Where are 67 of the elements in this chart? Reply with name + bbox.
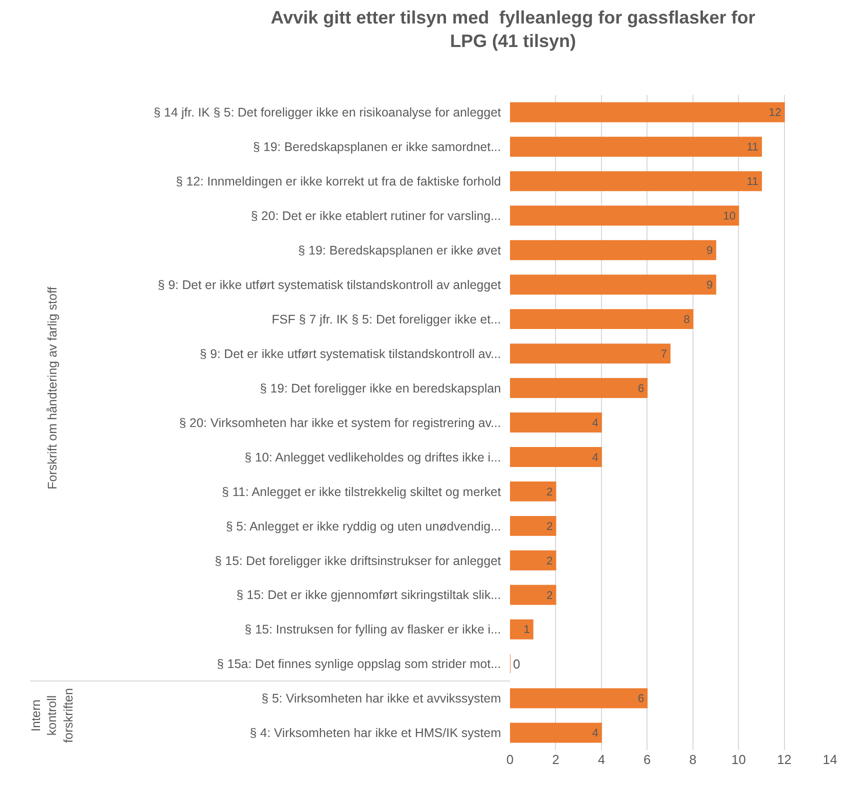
data-label: 4 bbox=[592, 728, 598, 740]
y-tick-label: § 10: Anlegget vedlikeholdes og driftes ikke i... bbox=[244, 450, 501, 464]
bar bbox=[510, 619, 534, 640]
data-label: 2 bbox=[546, 590, 553, 602]
bar bbox=[510, 171, 762, 192]
data-label: 0 bbox=[513, 656, 520, 672]
y-tick-label: § 15: Instruksen for fylling av flasker er ikke i... bbox=[244, 622, 501, 637]
y-tick-label: § 15: Det foreligger ikke driftsinstrukser for anlegget bbox=[214, 554, 502, 568]
bar bbox=[510, 309, 694, 330]
y-tick-label: § 15: Det er ikke gjennomført sikringstiltak slik... bbox=[236, 588, 501, 602]
x-tick-label: 14 bbox=[822, 752, 838, 767]
bar bbox=[510, 722, 602, 743]
data-label: 1 bbox=[524, 624, 530, 636]
chart-title: Avvik gitt etter tilsyn med fylleanlegg for gassflasker for LPG (41 tilsyn) bbox=[270, 8, 756, 52]
bar bbox=[510, 550, 556, 570]
y-tick-label: § 20: Det er ikke etablert rutiner for varsling... bbox=[250, 209, 501, 224]
y-tick-label: § 20: Virksomheten har ikke et system for registrering av... bbox=[179, 416, 501, 430]
x-tick-label: 6 bbox=[644, 752, 651, 767]
y-tick-label: § 12: Innmeldingen er ikke korrekt ut fra de faktiske forhold bbox=[176, 174, 502, 189]
bar bbox=[510, 688, 648, 708]
y-tick-label: § 9: Det er ikke utført systematisk tilstandskontroll av anlegget bbox=[158, 278, 502, 292]
data-label: 8 bbox=[684, 314, 690, 326]
x-tick-label: 10 bbox=[731, 752, 746, 767]
data-label: 4 bbox=[592, 452, 598, 464]
bar bbox=[510, 102, 785, 122]
y-tick-label: § 11: Anlegget er ikke tilstrekkelig skiltet og merket bbox=[222, 484, 502, 499]
y-tick-label: § 5: Anlegget er ikke ryddig og uten unødvendig... bbox=[226, 519, 501, 534]
bar bbox=[510, 206, 740, 226]
x-tick-label: 0 bbox=[506, 752, 514, 767]
text: Forskrift om håndtering av farlig stoff bbox=[45, 286, 60, 490]
data-label: 4 bbox=[592, 417, 598, 430]
bar bbox=[510, 378, 648, 398]
y-tick-label: § 9: Det er ikke utført systematisk tilstandskontroll av... bbox=[200, 346, 501, 361]
data-label: 7 bbox=[660, 348, 667, 360]
x-tick-label: 8 bbox=[689, 752, 696, 767]
y-tick-label: § 14 jfr. IK § 5: Det foreligger ikke en risikoanalyse for anlegget bbox=[154, 106, 502, 120]
bar bbox=[510, 136, 762, 157]
bar bbox=[510, 274, 716, 295]
data-label: 11 bbox=[746, 142, 758, 154]
data-label: 9 bbox=[706, 245, 713, 258]
bar bbox=[510, 344, 670, 364]
bar bbox=[510, 446, 602, 467]
data-label: 2 bbox=[546, 555, 553, 568]
y-tick-label: § 15a: Det finnes synlige oppslag som strider mot... bbox=[216, 657, 501, 672]
data-label: 6 bbox=[638, 693, 644, 706]
bar bbox=[510, 516, 556, 536]
y-tick-label: § 19: Beredskapsplanen er ikke øvet bbox=[298, 244, 502, 258]
x-tick-label: 2 bbox=[552, 752, 560, 767]
bar bbox=[510, 412, 602, 432]
data-label: 12 bbox=[768, 107, 782, 120]
x-tick-label: 12 bbox=[777, 752, 792, 767]
bar bbox=[510, 584, 556, 605]
data-label: 6 bbox=[638, 382, 644, 395]
data-label: 2 bbox=[546, 520, 553, 533]
bar bbox=[510, 481, 556, 502]
y-tick-label: § 5: Virksomheten har ikke et avvikssystem bbox=[262, 692, 501, 706]
data-label: 2 bbox=[546, 486, 553, 498]
x-tick-label: 4 bbox=[598, 752, 606, 767]
text: Intern kontroll forskriften bbox=[28, 688, 76, 743]
y-tick-label: § 19: Det foreligger ikke en beredskapsplan bbox=[260, 381, 502, 396]
data-label: 11 bbox=[746, 176, 758, 188]
bar bbox=[510, 240, 716, 260]
data-label: 9 bbox=[706, 279, 713, 292]
y-tick-label: § 19: Beredskapsplanen er ikke samordnet... bbox=[252, 140, 501, 154]
data-label: 10 bbox=[723, 210, 736, 223]
y-tick-label: § 4: Virksomheten har ikke et HMS/IK system bbox=[250, 726, 501, 740]
y-tick-label: FSF § 7 jfr. IK § 5: Det foreligger ikke et... bbox=[272, 312, 501, 326]
